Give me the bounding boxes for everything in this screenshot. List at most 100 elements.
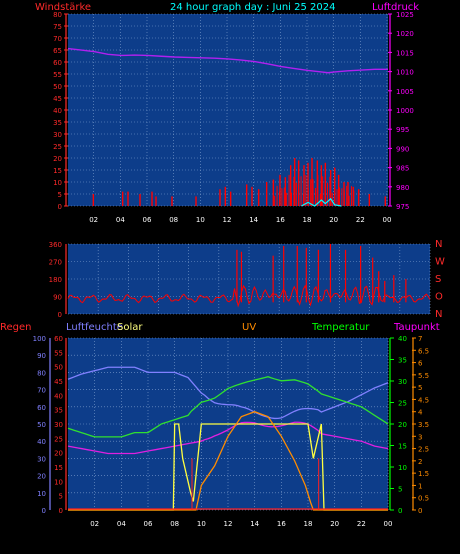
humidity-tick-label: 30 <box>37 455 46 463</box>
temperature-tick-label: 25 <box>398 400 407 408</box>
pressure-tick-label: 980 <box>396 184 409 192</box>
uv-tick-label: 4.5 <box>418 396 429 404</box>
direction-line <box>67 284 431 308</box>
wind-tick-label: 20 <box>53 155 62 163</box>
humidity-tick-label: 100 <box>33 335 46 343</box>
rain-tick-label: 20 <box>54 450 63 458</box>
rain-tick-label: 55 <box>54 349 63 357</box>
rain-tick-label: 35 <box>54 407 63 415</box>
wind-tick-label: 25 <box>53 143 62 151</box>
uv-tick-label: 0.5 <box>418 495 429 503</box>
uv-line <box>68 411 388 511</box>
wind-axis-title: Windstärke <box>35 2 91 13</box>
pressure-tick-label: 985 <box>396 165 409 173</box>
pressure-axis-title: Luftdruck <box>372 2 419 13</box>
wind-tick-label: 50 <box>53 83 62 91</box>
x-tick-label: 14 <box>249 216 258 224</box>
pressure-tick-label: 995 <box>396 126 409 134</box>
humidity-tick-label: 60 <box>37 404 46 412</box>
x-tick-label: 10 <box>196 216 205 224</box>
uv-tick-label: 0 <box>418 507 422 515</box>
rain-axis-title: Regen <box>0 322 32 333</box>
direction-tick-label: 270 <box>49 259 62 267</box>
compass-label: N <box>435 239 442 250</box>
temperature-tick-label: 5 <box>398 486 402 494</box>
pressure-tick-label: 975 <box>396 203 409 211</box>
x-tick-label: 12 <box>223 216 232 224</box>
rain-tick-label: 30 <box>54 421 63 429</box>
direction-tick-label: 0 <box>58 311 62 319</box>
compass-label: S <box>435 274 441 285</box>
rain-tick-label: 25 <box>54 435 63 443</box>
x-tick-label: 06 <box>143 216 152 224</box>
humidity-tick-label: 10 <box>37 490 46 498</box>
wind-tick-label: 35 <box>53 119 62 127</box>
x-tick-label: 14 <box>250 520 259 528</box>
temperature-axis-title: Temperatur <box>311 322 370 333</box>
dewpoint-line <box>67 421 389 455</box>
pressure-line <box>67 47 388 74</box>
rain-tick-label: 15 <box>54 464 63 472</box>
x-tick-label: 16 <box>276 216 285 224</box>
wind-tick-label: 60 <box>53 59 62 67</box>
rain-tick-label: 60 <box>54 335 63 343</box>
humidity-line <box>67 366 389 420</box>
temperature-tick-label: 0 <box>398 507 402 515</box>
pressure-tick-label: 1010 <box>396 69 414 77</box>
x-tick-label: 02 <box>90 520 99 528</box>
x-tick-label: 04 <box>117 520 126 528</box>
uv-tick-label: 3.5 <box>418 421 429 429</box>
graph-title: 24 hour graph day : Juni 25 2024 <box>170 2 336 13</box>
x-tick-label: 04 <box>116 216 125 224</box>
rain-tick-label: 10 <box>54 478 63 486</box>
x-tick-label: 16 <box>277 520 286 528</box>
compass-label: W <box>435 257 445 268</box>
wind-pressure-series <box>67 47 388 207</box>
uv-tick-label: 6 <box>418 360 423 368</box>
humidity-tick-label: 70 <box>37 387 46 395</box>
dewpoint-axis-title: Taupunkt <box>393 322 440 333</box>
temperature-tick-label: 40 <box>398 335 407 343</box>
x-tick-label: 06 <box>144 520 153 528</box>
wind-tick-label: 45 <box>53 95 62 103</box>
uv-tick-label: 4 <box>418 409 423 417</box>
direction-tick-label: 90 <box>53 294 62 302</box>
pressure-tick-label: 1000 <box>396 107 414 115</box>
uv-tick-label: 3 <box>418 433 422 441</box>
x-tick-label: 18 <box>304 520 313 528</box>
humidity-tick-label: 40 <box>37 438 46 446</box>
wind-tick-label: 70 <box>53 35 62 43</box>
temperature-tick-label: 10 <box>398 464 407 472</box>
solar-label: Solar <box>117 322 143 333</box>
temperature-tick-label: 30 <box>398 378 407 386</box>
pressure-tick-label: 1025 <box>396 11 414 19</box>
temperature-tick-label: 15 <box>398 443 407 451</box>
x-tick-label: 02 <box>89 216 98 224</box>
x-tick-label: 18 <box>303 216 312 224</box>
wind-tick-label: 0 <box>58 203 62 211</box>
rain-tick-label: 40 <box>54 392 63 400</box>
wind-tick-label: 5 <box>58 191 62 199</box>
direction-tick-label: 180 <box>49 276 62 284</box>
wind-tick-label: 15 <box>53 167 62 175</box>
uv-tick-label: 2 <box>418 458 422 466</box>
humidity-tick-label: 90 <box>37 352 46 360</box>
humidity-tick-label: 0 <box>42 507 46 515</box>
pressure-tick-label: 990 <box>396 145 409 153</box>
uv-tick-label: 5.5 <box>418 372 429 380</box>
x-tick-label: 20 <box>329 216 338 224</box>
x-tick-label: 10 <box>197 520 206 528</box>
uv-tick-label: 1.5 <box>418 470 429 478</box>
wind-tick-label: 75 <box>53 23 62 31</box>
uv-tick-label: 1 <box>418 482 422 490</box>
solar-line <box>68 423 388 511</box>
direction-tick-label: 360 <box>49 241 62 249</box>
pressure-tick-label: 1020 <box>396 30 414 38</box>
compass-label: O <box>435 292 443 303</box>
uv-label: UV <box>242 322 256 333</box>
humidity-tick-label: 20 <box>37 473 46 481</box>
x-tick-label: 12 <box>224 520 233 528</box>
uv-tick-label: 7 <box>418 335 422 343</box>
humidity-tick-label: 80 <box>37 369 46 377</box>
humidity-axis-title: Luftfeuchte <box>66 322 123 333</box>
